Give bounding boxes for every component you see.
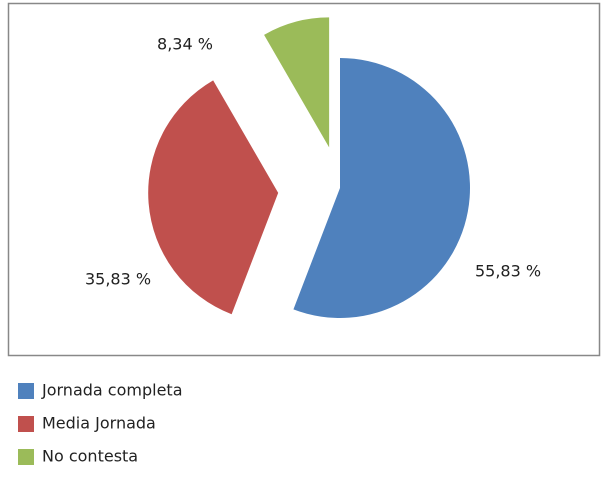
legend-label: No contesta [42,447,138,466]
pie-slice [264,17,330,148]
legend-label: Media Jornada [42,414,156,433]
pie-slice [148,80,279,315]
pie-slice [293,58,470,318]
legend-swatch [18,449,34,465]
legend-label: Jornada completa [41,381,183,400]
data-label: 55,83 % [475,262,541,281]
data-label: 35,83 % [85,270,151,289]
legend-swatch [18,416,34,432]
legend-swatch [18,383,34,399]
data-label: 8,34 % [157,35,213,54]
